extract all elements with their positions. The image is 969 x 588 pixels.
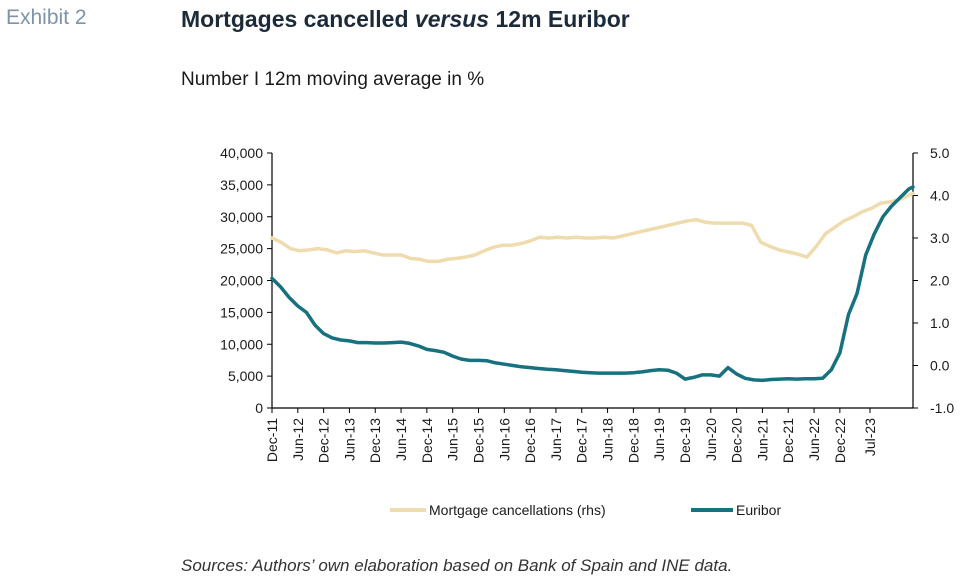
x-tick-label: Dec-15 [470,418,486,463]
right-tick-label: 2.0 [930,273,950,289]
series-layer [270,185,915,383]
left-tick-label: 0 [255,400,263,416]
right-tick-label: 5.0 [930,145,950,161]
x-tick-label: Dec-18 [625,418,641,463]
x-tick-label: Jul-23 [862,418,878,456]
right-tick-label: 1.0 [930,315,950,331]
axes: 0 5,000 10,000 15,000 20,000 25,000 30,000 35,0… [220,145,954,463]
chart-subtitle: Number I 12m moving average in % [181,69,485,90]
x-tick-label: Jun-18 [600,418,616,461]
x-tick-label: Jun-16 [496,418,512,461]
right-tick-label: 3.0 [930,230,950,246]
chart-title: Mortgages cancelled versus 12m Euribor [181,6,630,33]
left-tick-label: 25,000 [220,241,263,257]
legend: Mortgage cancellations (rhs) Euribor [390,502,781,518]
x-tick-label: Jun-13 [341,418,357,461]
x-tick-label: Dec-16 [522,418,538,463]
x-tick-label: Jun-17 [548,418,564,461]
title-part-2: versus [414,6,490,32]
left-tick-label: 15,000 [220,304,263,320]
right-tick-label: 4.0 [930,188,950,204]
x-tick-label: Jun-21 [754,418,770,461]
left-tick-label: 40,000 [220,145,263,161]
x-tick-label: Dec-21 [780,418,796,463]
title-part-3: 12m Euribor [489,6,630,32]
x-tick-label: Dec-17 [574,418,590,463]
source-note: Sources: Authors’ own elaboration based … [181,556,733,575]
cancellations-line [270,191,915,264]
title-part-1: Mortgages cancelled [181,6,415,32]
x-tick-label: Jun-22 [806,418,822,461]
left-tick-label: 5,000 [228,368,263,384]
x-tick-label: Dec-13 [367,418,383,463]
x-tick-label: Dec-11 [264,418,280,462]
left-tick-label: 30,000 [220,209,263,225]
left-tick-label: 10,000 [220,336,263,352]
x-tick-label: Jun-20 [703,418,719,461]
left-tick-label: 35,000 [220,177,263,193]
legend-label-euribor: Euribor [736,502,781,518]
x-tick-label: Jun-12 [290,418,306,461]
legend-label-cancellations: Mortgage cancellations (rhs) [429,502,606,518]
x-tick-label: Dec-12 [316,418,332,463]
right-tick-label: 0.0 [930,358,950,374]
x-tick-label: Jun-15 [445,418,461,461]
x-tick-label: Dec-14 [419,418,435,463]
euribor-line [270,185,915,383]
x-tick-label: Dec-20 [729,418,745,463]
x-tick-label: Dec-22 [832,418,848,463]
x-tick-label: Jun-14 [393,418,409,461]
x-tick-label: Dec-19 [677,418,693,463]
exhibit-label: Exhibit 2 [6,6,87,29]
left-tick-label: 20,000 [220,273,263,289]
right-tick-label: -1.0 [930,400,954,416]
x-tick-label: Jun-19 [651,418,667,461]
